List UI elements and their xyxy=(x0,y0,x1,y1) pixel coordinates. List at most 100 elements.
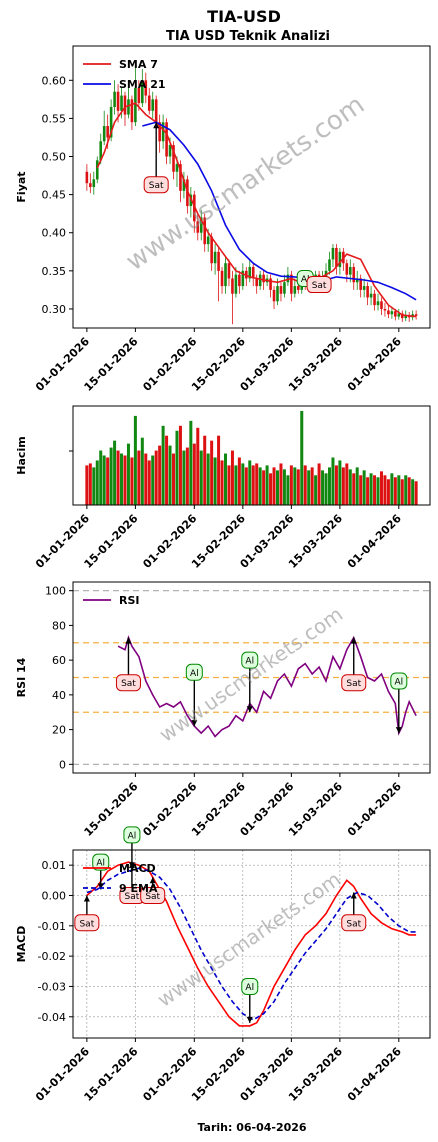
volume-bar xyxy=(230,450,234,505)
y-tick-label: -0.03 xyxy=(38,980,66,993)
volume-bar xyxy=(379,471,383,505)
volume-bar xyxy=(126,443,130,505)
candle-body xyxy=(255,278,258,287)
series-line-sma-7 xyxy=(96,102,417,318)
candle-body xyxy=(154,99,158,123)
candle-body xyxy=(338,251,342,268)
candle-body xyxy=(276,286,279,302)
candle-body xyxy=(144,80,148,96)
plot-frame xyxy=(72,405,431,506)
plot-frame xyxy=(72,849,431,1039)
candle-body xyxy=(355,278,359,283)
candle-body xyxy=(206,236,210,245)
volume-bar xyxy=(144,453,148,505)
candle-body xyxy=(376,301,380,306)
candle-body xyxy=(203,217,207,245)
volume-bar xyxy=(393,477,397,505)
buy-signal-box xyxy=(185,663,203,681)
candle-body xyxy=(193,194,196,222)
volume-bar xyxy=(213,457,217,505)
volume-bar xyxy=(248,460,252,505)
volume-bar xyxy=(314,475,318,505)
sell-signal-label: Sat xyxy=(149,181,164,191)
candle-body xyxy=(345,263,349,275)
volume-bar xyxy=(172,453,176,505)
y-tick-label: 100 xyxy=(45,585,66,598)
sell-signal-label: Sat xyxy=(346,919,361,929)
volume-bar xyxy=(359,475,363,505)
buy-signal-label: Al xyxy=(301,275,310,285)
volume-bar xyxy=(327,467,331,505)
candle-body xyxy=(335,247,338,268)
candle-body xyxy=(362,286,366,290)
volume-bar xyxy=(217,435,221,505)
volume-bar xyxy=(234,465,238,505)
volume-bar xyxy=(345,463,349,505)
volume-bar xyxy=(158,445,162,505)
candle-body xyxy=(269,278,272,290)
chart-subtitle: TIA USD Teknik Analizi xyxy=(166,29,330,44)
y-tick-label: 0.01 xyxy=(42,859,67,872)
candle-body xyxy=(196,221,200,233)
buy-signal-label: Al xyxy=(128,831,137,841)
volume-bar xyxy=(203,435,207,505)
volume-bar xyxy=(154,450,158,505)
y-tick-label: 0.30 xyxy=(42,303,67,316)
x-tick-label: 01-04-2026 xyxy=(345,1045,404,1104)
volume-bar xyxy=(95,460,99,505)
candle-body xyxy=(283,282,286,294)
volume-bar xyxy=(286,475,290,505)
y-tick-label: 0 xyxy=(59,758,66,771)
sell-signal-label: Sat xyxy=(145,892,160,902)
y-tick-label: 0.50 xyxy=(42,151,67,164)
legend: RSI xyxy=(83,594,140,607)
buy-signal-box xyxy=(123,826,141,844)
candle-body xyxy=(113,91,116,107)
candle-body xyxy=(217,251,220,271)
volume-bar xyxy=(161,425,165,505)
y-tick-label: 0.60 xyxy=(42,74,67,87)
buy-signal-box xyxy=(241,977,259,995)
candle-body xyxy=(241,270,245,287)
buy-signal-label: Al xyxy=(96,859,105,869)
volume-bar xyxy=(189,420,193,505)
volume-bar xyxy=(397,475,401,505)
y-tick-label: 20 xyxy=(52,724,66,737)
price-panel: SatAlSat0.300.350.400.450.500.550.6001-0… xyxy=(15,45,431,394)
volume-bar xyxy=(123,455,127,505)
volume-bar xyxy=(140,437,144,505)
volume-bar xyxy=(275,470,279,505)
volume-bar xyxy=(199,450,203,505)
candle-body xyxy=(213,251,217,264)
candle-body xyxy=(390,311,394,315)
volume-bar xyxy=(258,467,262,505)
volume-bar xyxy=(414,481,418,505)
candle-body xyxy=(380,301,383,309)
volume-bar xyxy=(168,445,172,505)
candle-body xyxy=(165,122,168,157)
series-line-9-ema xyxy=(86,867,417,1021)
volume-bar xyxy=(241,463,245,505)
volume-bar xyxy=(341,467,345,505)
candle-body xyxy=(99,141,103,161)
volume-bar xyxy=(279,463,283,505)
signal-arrow-head xyxy=(149,877,156,884)
volume-bar xyxy=(407,477,411,505)
signal-arrow-head xyxy=(350,892,357,899)
volume-bar xyxy=(293,467,297,505)
volume-bar xyxy=(272,467,276,505)
volume-bar xyxy=(282,469,286,505)
volume-bar xyxy=(102,455,106,505)
volume-bar xyxy=(251,465,255,505)
volume-bar xyxy=(404,475,408,505)
volume-bar xyxy=(113,440,117,505)
candle-body xyxy=(231,278,234,294)
volume-bar xyxy=(185,447,189,505)
candle-body xyxy=(130,99,134,123)
volume-bar xyxy=(352,473,356,505)
candle-body xyxy=(286,274,290,283)
sell-signal-label: Sat xyxy=(121,679,136,689)
candle-body xyxy=(199,217,203,233)
candle-body xyxy=(290,274,293,294)
candle-body xyxy=(186,179,189,207)
